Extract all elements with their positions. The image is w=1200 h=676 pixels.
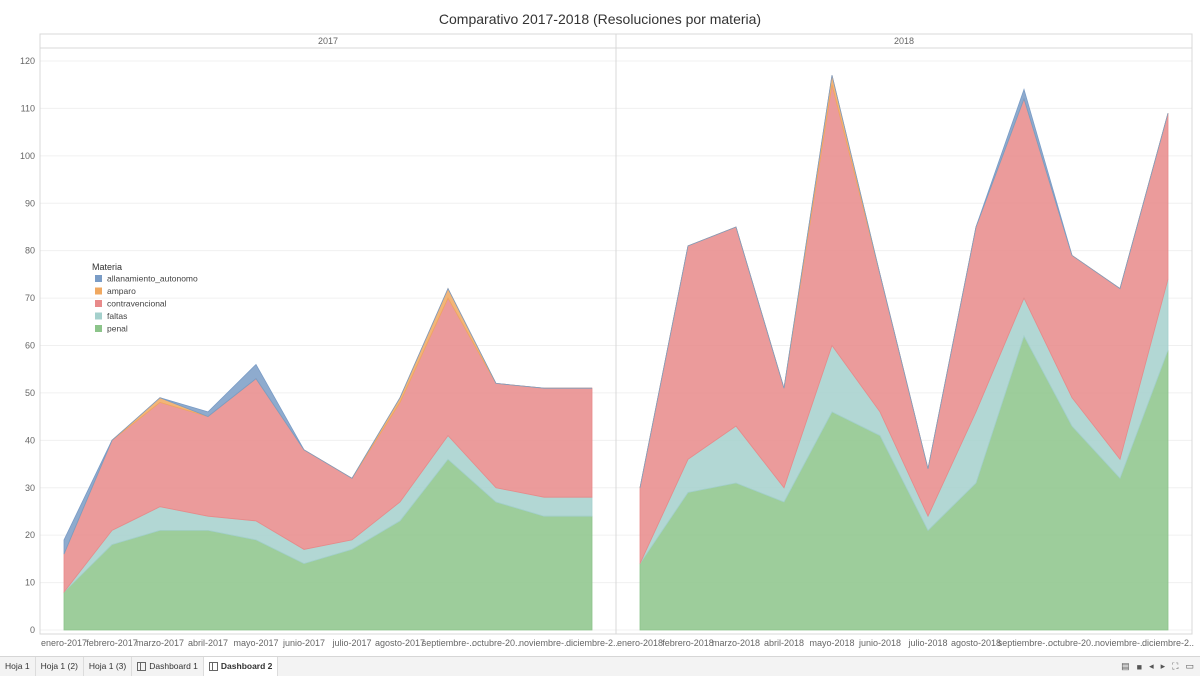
tab-label: Hoja 1 (2) xyxy=(40,661,78,671)
x-tick-label: marzo-2018 xyxy=(712,638,760,648)
y-tick-label: 60 xyxy=(25,341,35,351)
x-tick-label: abril-2017 xyxy=(188,638,228,648)
area-allanamiento_autonomo-2018 xyxy=(639,75,1169,488)
x-tick-label: agosto-2017 xyxy=(375,638,425,648)
x-tick-label: noviembre-.. xyxy=(1095,638,1145,648)
dashboard-icon xyxy=(208,662,218,671)
fullscreen-icon[interactable]: ⛶ xyxy=(1172,661,1179,671)
tab-label: Hoja 1 (3) xyxy=(88,661,127,671)
x-tick-label: mayo-2017 xyxy=(233,638,278,648)
chart-title: Comparativo 2017-2018 (Resoluciones por … xyxy=(439,11,761,27)
legend-swatch xyxy=(95,275,102,282)
x-tick-label: septiembre-.. xyxy=(998,638,1051,648)
x-tick-label: enero-2018 xyxy=(617,638,663,648)
panel-frame xyxy=(615,33,1193,635)
legend-swatch xyxy=(95,312,102,320)
tab-label: Dashboard 2 xyxy=(220,661,273,671)
tab-dashboard-1[interactable]: Dashboard 1 xyxy=(132,657,204,676)
chart: Comparativo 2017-2018 (Resoluciones por … xyxy=(20,11,1194,648)
y-tick-label: 30 xyxy=(25,483,35,493)
legend-swatch xyxy=(95,300,102,307)
y-tick-label: 20 xyxy=(25,530,35,540)
legend-item-amparo[interactable]: amparo xyxy=(95,286,136,296)
x-tick-label: julio-2018 xyxy=(907,638,947,648)
x-tick-label: abril-2018 xyxy=(764,638,804,648)
area-allanamiento_autonomo-2017 xyxy=(63,287,592,555)
legend-label: penal xyxy=(107,324,128,334)
y-tick-label: 40 xyxy=(25,435,35,445)
legend-item-allanamiento_autonomo[interactable]: allanamiento_autonomo xyxy=(95,274,198,284)
legend-swatch xyxy=(95,325,102,332)
legend-label: allanamiento_autonomo xyxy=(107,274,198,284)
y-tick-label: 80 xyxy=(25,246,35,256)
y-tick-label: 70 xyxy=(25,293,35,303)
legend-label: amparo xyxy=(107,286,136,296)
y-tick-label: 100 xyxy=(20,151,35,161)
plot-areas xyxy=(63,75,1169,631)
panel-header: 2017 xyxy=(318,36,338,46)
x-tick-label: noviembre-.. xyxy=(519,638,569,648)
view-controls: ▤ ■ ◂ ▸ ⛶ ▭ xyxy=(1121,661,1200,672)
x-tick-label: septiembre-.. xyxy=(422,638,475,648)
tab-hoja-1-2[interactable]: Hoja 1 (2) xyxy=(36,657,84,676)
x-tick-label: febrero-2017 xyxy=(86,638,138,648)
x-tick-label: octubre-20.. xyxy=(472,638,520,648)
previous-sheet-icon[interactable]: ◂ xyxy=(1149,661,1154,671)
x-tick-label: julio-2017 xyxy=(331,638,371,648)
legend-item-faltas[interactable]: faltas xyxy=(95,311,127,321)
filmstrip-icon[interactable]: ■ xyxy=(1136,661,1143,672)
legend-title: Materia xyxy=(92,262,122,272)
legend-item-contravencional[interactable]: contravencional xyxy=(95,299,167,309)
x-tick-label: marzo-2017 xyxy=(136,638,184,648)
y-tick-label: 90 xyxy=(25,198,35,208)
x-tick-label: agosto-2018 xyxy=(951,638,1001,648)
x-tick-label: mayo-2018 xyxy=(809,638,854,648)
tab-hoja-1-3[interactable]: Hoja 1 (3) xyxy=(84,657,133,676)
x-tick-label: diciembre-2.. xyxy=(566,638,618,648)
y-tick-label: 10 xyxy=(25,578,35,588)
presentation-icon[interactable]: ▭ xyxy=(1185,661,1194,671)
axes: 0 10 20 30 40 50 60 70 80 90 100 110 120 2017 enero-20… xyxy=(20,36,1194,648)
x-tick-label: junio-2017 xyxy=(282,638,325,648)
x-tick-label: junio-2018 xyxy=(858,638,901,648)
tab-hoja-1[interactable]: Hoja 1 xyxy=(0,657,36,676)
dashboard-icon xyxy=(137,662,147,671)
y-tick-label: 110 xyxy=(21,103,35,113)
tab-dashboard-2[interactable]: Dashboard 2 xyxy=(203,657,279,676)
y-tick-label: 120 xyxy=(20,56,35,66)
legend-label: faltas xyxy=(107,311,127,321)
legend-swatch xyxy=(95,287,102,295)
x-tick-label: octubre-20.. xyxy=(1048,638,1096,648)
y-tick-label: 50 xyxy=(25,388,35,398)
x-tick-label: diciembre-2.. xyxy=(1142,638,1194,648)
legend-label: contravencional xyxy=(107,299,167,309)
sheet-tab-bar: Hoja 1 Hoja 1 (2) Hoja 1 (3) Dashboard 1… xyxy=(0,656,1200,676)
x-tick-label: enero-2017 xyxy=(41,638,87,648)
panel-frames xyxy=(39,33,1193,635)
y-tick-label: 0 xyxy=(30,625,35,635)
x-tick-label: febrero-2018 xyxy=(662,638,714,648)
legend-item-penal[interactable]: penal xyxy=(95,324,128,334)
next-sheet-icon[interactable]: ▸ xyxy=(1160,661,1166,671)
panel-header: 2018 xyxy=(894,36,914,46)
tab-label: Dashboard 1 xyxy=(149,661,198,671)
tab-label: Hoja 1 xyxy=(5,661,30,671)
sheet-sorter-icon[interactable]: ▤ xyxy=(1121,661,1130,671)
